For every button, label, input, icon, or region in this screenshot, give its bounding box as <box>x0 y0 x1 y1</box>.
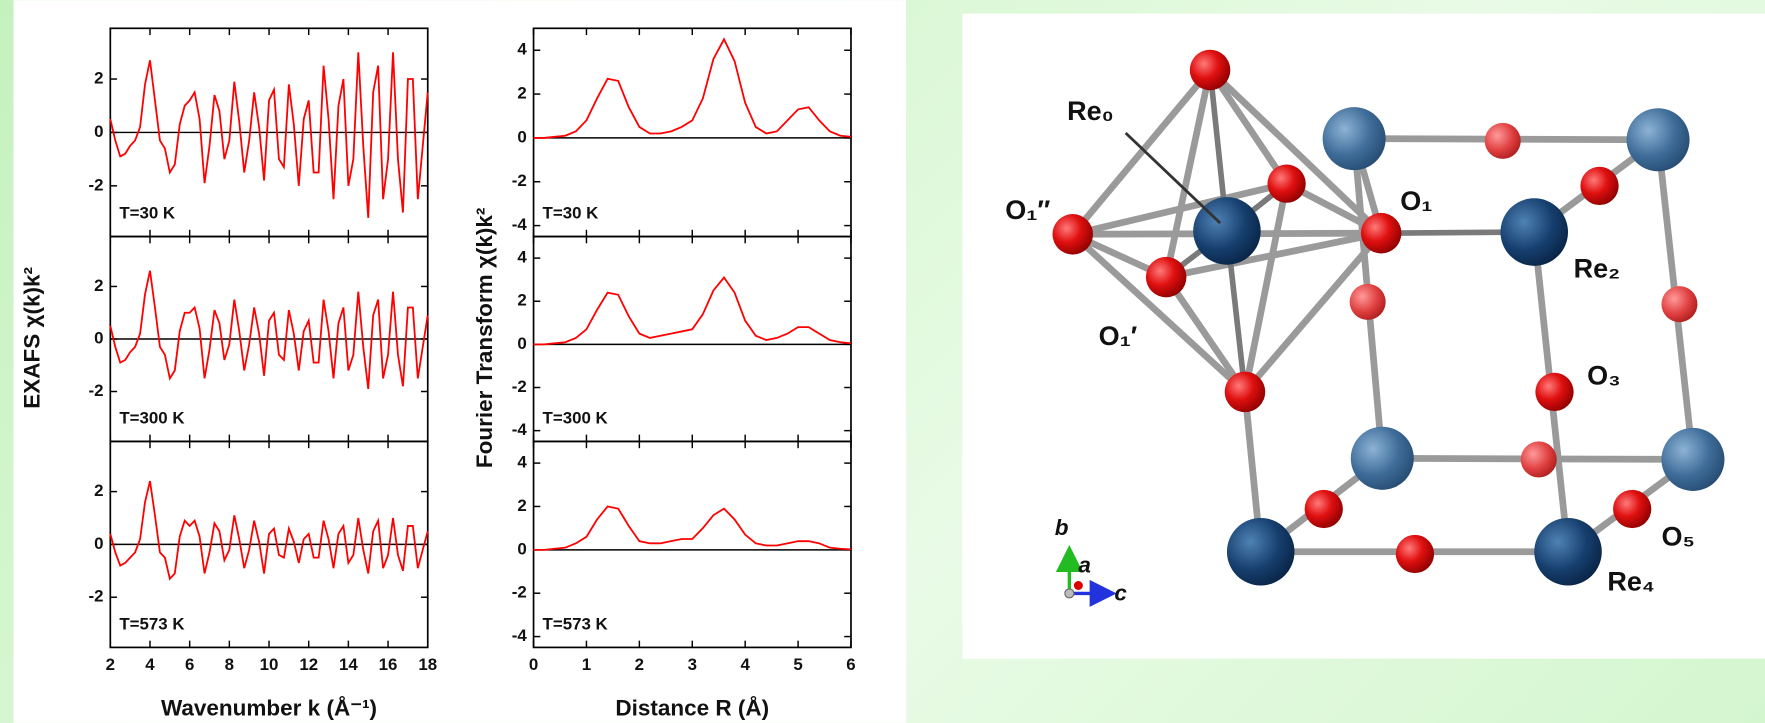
y-tick-label: -4 <box>512 626 528 645</box>
annotation: T=573 K <box>543 614 609 633</box>
crystal-structure: Re₀ O₁″ O₁′ O₁ Re₂ O₃ O₅ Re₄ b a c <box>1005 49 1725 607</box>
y-tick-label: 0 <box>517 334 526 353</box>
data-line <box>109 52 429 218</box>
x-tick-label: 18 <box>418 655 437 674</box>
y-tick-label: 0 <box>94 328 103 347</box>
data-line <box>533 37 852 139</box>
y-tick-label: -2 <box>512 377 527 396</box>
annotation: T=300 K <box>119 408 185 427</box>
y-tick-label: 2 <box>94 481 103 500</box>
atom-label: Re₄ <box>1607 566 1654 596</box>
atom-label: O₁ <box>1400 186 1432 216</box>
x-tick-label: 4 <box>145 655 155 674</box>
data-line <box>533 505 852 551</box>
y-tick-label: -4 <box>512 215 528 234</box>
panel: -2 0 2 T=300 K <box>89 235 429 443</box>
atom-label: Re₂ <box>1574 253 1621 283</box>
data-line <box>533 276 852 346</box>
axis-label: a <box>1078 552 1091 577</box>
y-tick-label: 2 <box>517 291 526 310</box>
x-tick-label: 0 <box>529 655 538 674</box>
y-tick-label: -2 <box>89 381 104 400</box>
axis-label: c <box>1114 580 1127 605</box>
x-tick-label: 5 <box>793 655 802 674</box>
axis-label: b <box>1055 515 1069 540</box>
x-tick-label: 4 <box>740 655 750 674</box>
x-tick-label: 14 <box>339 655 358 674</box>
panel: -2 0 2 2 4 6 8 10 12 14 16 18 T=573 K Wavenumber k (Å… <box>89 440 437 720</box>
panel: -2 0 2 T=30 K EXAFS χ(k)k² <box>20 27 429 409</box>
x-tick-label: 3 <box>688 655 697 674</box>
atom-label: O₁′ <box>1099 321 1138 351</box>
x-tick-label: 16 <box>379 655 398 674</box>
annotation: T=30 K <box>119 203 176 222</box>
atom-label: O₅ <box>1661 521 1694 551</box>
x-tick-label: 12 <box>299 655 318 674</box>
x-tick-label: 6 <box>185 655 194 674</box>
data-line <box>109 480 429 581</box>
atom-label: Re₀ <box>1067 96 1114 126</box>
y-tick-label: -2 <box>89 175 104 194</box>
x-tick-label: 2 <box>635 655 644 674</box>
x-axis-title: Distance R (Å) <box>615 694 769 720</box>
y-tick-label: -2 <box>89 587 104 606</box>
y-tick-label: 0 <box>517 539 526 558</box>
annotation: T=300 K <box>543 408 609 427</box>
pointer <box>1124 131 1222 225</box>
y-axis-title: Fourier Transform χ(k)k² <box>472 207 497 468</box>
y-tick-label: 2 <box>94 68 103 87</box>
panel: -4 -2 0 2 4 0 1 2 3 4 5 6 T=573 K Distance R (Å) <box>512 440 856 720</box>
chart-background <box>13 0 907 723</box>
x-tick-label: 8 <box>225 655 234 674</box>
y-tick-label: -2 <box>512 583 527 602</box>
panel: -4 -2 0 2 4 T=30 K Fourier Transform χ(k)k² <box>472 27 852 468</box>
x-tick-label: 6 <box>846 655 855 674</box>
y-axis-title: EXAFS χ(k)k² <box>20 266 45 408</box>
y-tick-label: 4 <box>517 453 527 472</box>
x-tick-label: 2 <box>106 655 115 674</box>
data-line <box>109 270 429 389</box>
y-tick-label: 0 <box>94 122 103 141</box>
y-tick-label: 2 <box>517 496 526 515</box>
charts: -2 0 2 T=30 K EXAFS χ(k)k² -2 0 2 T=300 K -2 0 2 2 4 6… <box>20 27 856 720</box>
y-tick-label: 4 <box>517 248 527 267</box>
y-tick-label: 0 <box>517 127 526 146</box>
axis-triad: b a c <box>1055 515 1127 607</box>
x-tick-label: 10 <box>260 655 279 674</box>
y-tick-label: -2 <box>512 171 527 190</box>
y-tick-label: 0 <box>94 534 103 553</box>
annotation: T=30 K <box>543 203 600 222</box>
x-axis-title: Wavenumber k (Å⁻¹) <box>161 694 377 720</box>
atom-label: O₁″ <box>1005 195 1050 225</box>
y-tick-label: 4 <box>517 40 527 59</box>
y-tick-label: 2 <box>94 276 103 295</box>
atoms <box>1052 49 1725 586</box>
y-tick-label: -4 <box>512 420 528 439</box>
atom-label: O₃ <box>1587 360 1620 390</box>
y-tick-label: 2 <box>517 84 526 103</box>
x-tick-label: 1 <box>582 655 591 674</box>
annotation: T=573 K <box>119 614 185 633</box>
